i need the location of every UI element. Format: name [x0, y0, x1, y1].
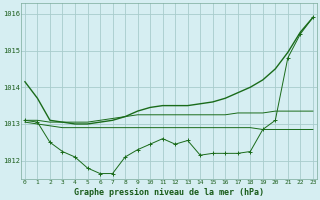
- X-axis label: Graphe pression niveau de la mer (hPa): Graphe pression niveau de la mer (hPa): [74, 188, 264, 197]
